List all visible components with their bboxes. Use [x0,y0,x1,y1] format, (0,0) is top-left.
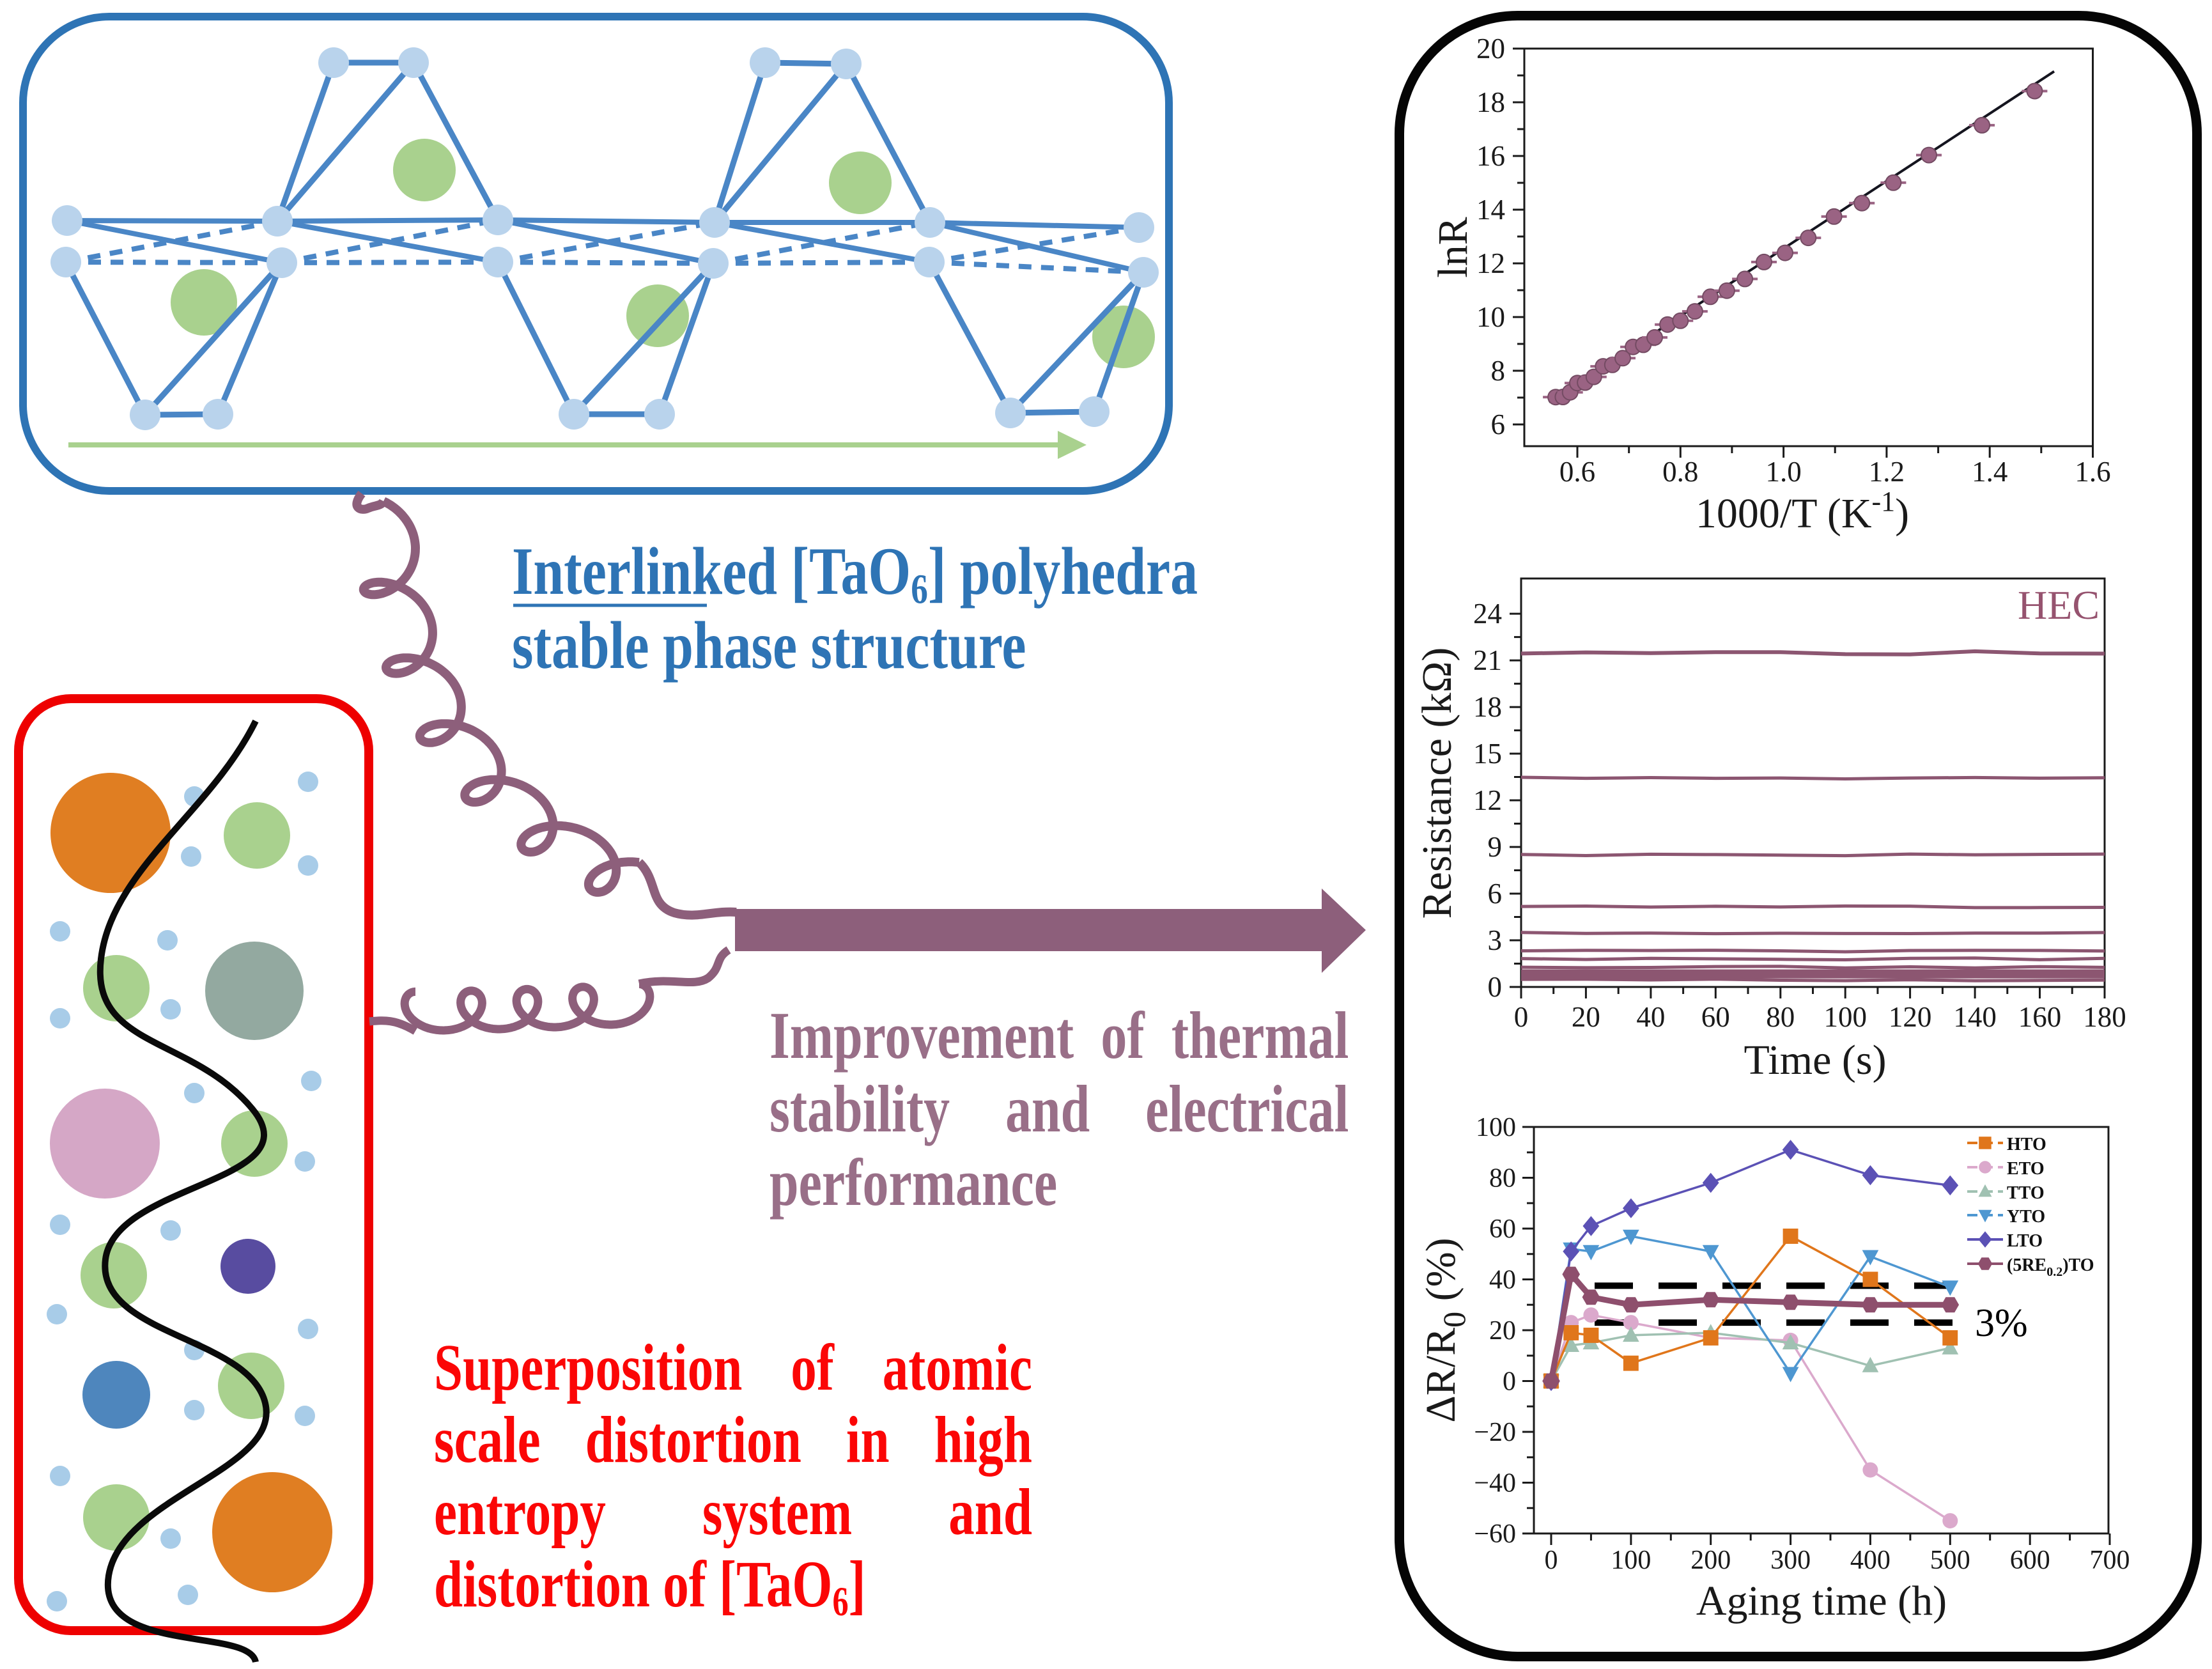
svg-text:120: 120 [1889,1001,1932,1033]
svg-text:0: 0 [1488,971,1503,1003]
svg-text:20: 20 [1572,1001,1600,1033]
svg-text:18: 18 [1476,86,1505,118]
svg-text:−20: −20 [1474,1418,1516,1447]
svg-text:6: 6 [1491,408,1506,440]
svg-text:60: 60 [1701,1001,1730,1033]
svg-text:24: 24 [1473,598,1502,630]
svg-text:40: 40 [1636,1001,1665,1033]
svg-text:1.2: 1.2 [1869,456,1905,488]
svg-text:160: 160 [2018,1001,2062,1033]
svg-text:80: 80 [1489,1164,1516,1193]
svg-text:21: 21 [1473,644,1502,676]
svg-text:HEC: HEC [2018,582,2100,628]
svg-text:lnR: lnR [1430,217,1476,277]
svg-text:−40: −40 [1474,1469,1516,1498]
svg-text:14: 14 [1476,194,1505,226]
svg-text:3: 3 [1488,924,1503,956]
svg-text:180: 180 [2083,1001,2126,1033]
svg-text:0.8: 0.8 [1662,456,1698,488]
svg-text:600: 600 [2010,1546,2050,1575]
svg-text:0.6: 0.6 [1559,456,1595,488]
svg-text:Aging time (h): Aging time (h) [1696,1578,1947,1624]
svg-text:1.6: 1.6 [2075,456,2110,488]
svg-text:ΔR/R0 (%): ΔR/R0 (%) [1418,1238,1472,1422]
svg-text:12: 12 [1476,247,1505,279]
svg-text:0: 0 [1503,1367,1516,1397]
svg-text:12: 12 [1473,784,1502,816]
svg-text:40: 40 [1489,1266,1516,1295]
svg-text:Resistance (kΩ): Resistance (kΩ) [1414,648,1460,919]
svg-text:−60: −60 [1474,1519,1516,1549]
svg-text:15: 15 [1473,738,1502,770]
svg-text:100: 100 [1476,1113,1516,1142]
svg-text:3%: 3% [1975,1301,2028,1345]
svg-text:1.4: 1.4 [1972,456,2007,488]
svg-text:0: 0 [1514,1001,1529,1033]
svg-text:20: 20 [1489,1316,1516,1346]
svg-text:8: 8 [1491,355,1506,387]
svg-text:500: 500 [1930,1546,1970,1575]
svg-text:10: 10 [1476,301,1505,333]
svg-text:9: 9 [1488,831,1503,863]
svg-text:200: 200 [1690,1546,1731,1575]
svg-text:HTO: HTO [2007,1135,2046,1154]
svg-text:Time (s): Time (s) [1744,1037,1886,1083]
svg-text:140: 140 [1953,1001,1997,1033]
svg-text:100: 100 [1823,1001,1867,1033]
svg-text:1.0: 1.0 [1765,456,1801,488]
svg-text:80: 80 [1766,1001,1795,1033]
svg-text:400: 400 [1850,1546,1891,1575]
svg-text:TTO: TTO [2007,1183,2045,1203]
svg-text:16: 16 [1476,140,1505,172]
svg-text:LTO: LTO [2007,1231,2043,1251]
svg-text:300: 300 [1770,1546,1811,1575]
svg-text:6: 6 [1488,878,1503,910]
svg-text:18: 18 [1473,691,1502,723]
svg-text:700: 700 [2090,1546,2130,1575]
svg-text:20: 20 [1476,33,1505,65]
svg-text:100: 100 [1611,1546,1651,1575]
svg-text:ETO: ETO [2007,1159,2045,1179]
svg-text:60: 60 [1489,1215,1516,1244]
svg-text:YTO: YTO [2007,1207,2045,1227]
svg-text:0: 0 [1545,1546,1558,1575]
